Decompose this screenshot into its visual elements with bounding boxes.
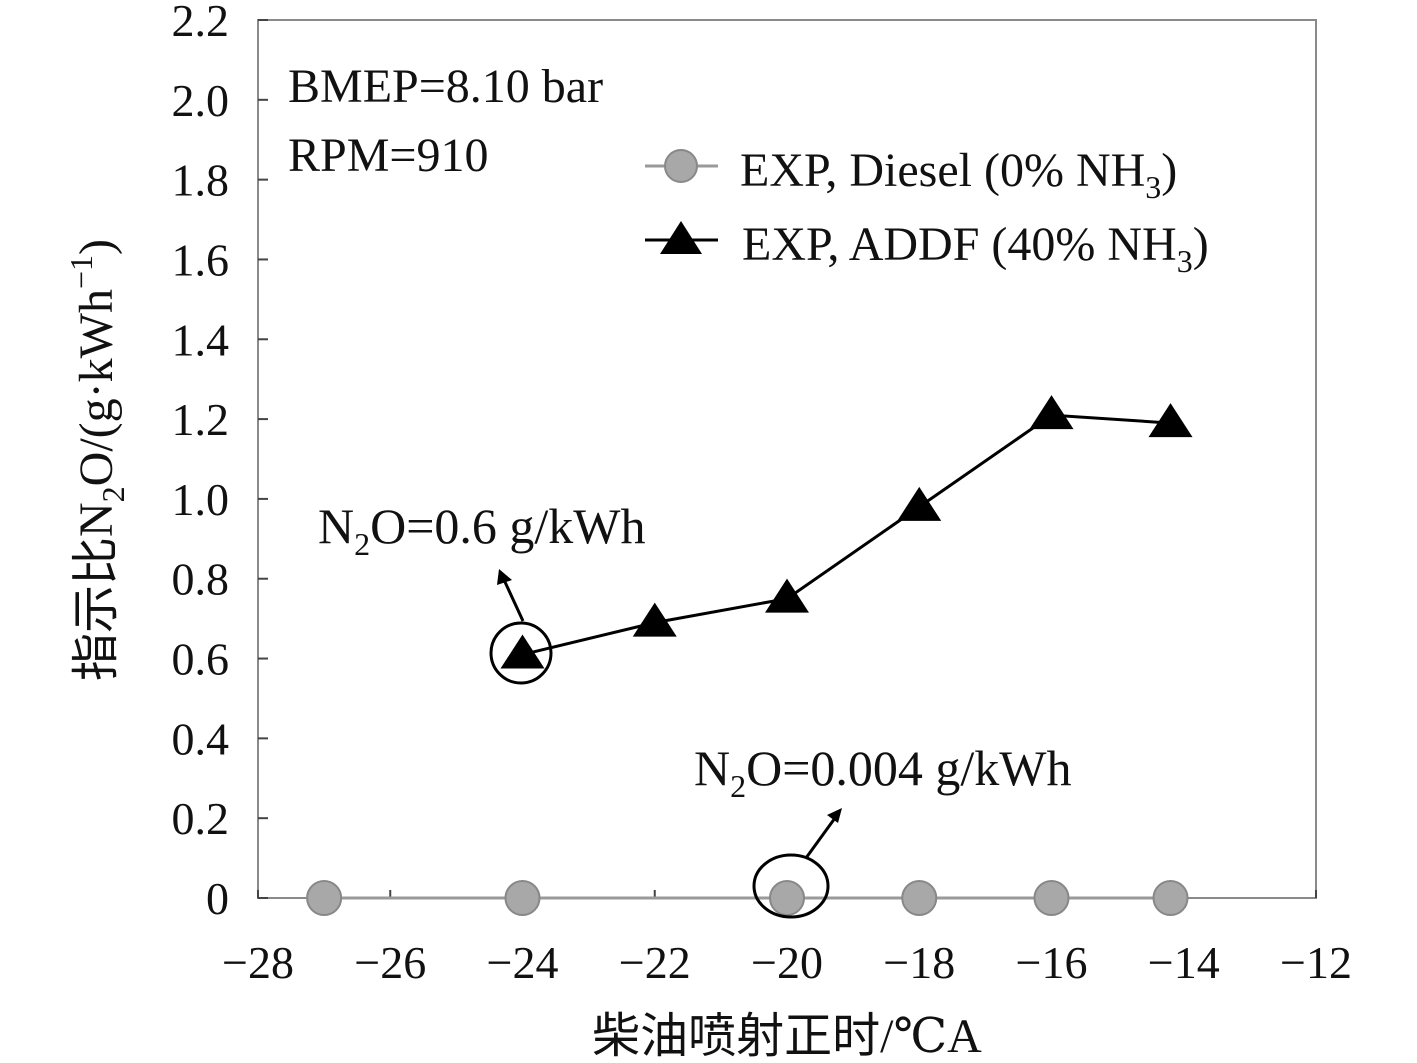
x-tick-label: −12 bbox=[1280, 937, 1352, 988]
x-tick-label: −22 bbox=[619, 937, 691, 988]
legend-addf-label: EXP, ADDF (40% NH3) bbox=[742, 218, 1209, 279]
annotation-diesel-label: N2O=0.004 g/kWh bbox=[694, 740, 1072, 804]
legend: EXP, Diesel (0% NH3) EXP, ADDF (40% NH3) bbox=[645, 144, 1209, 279]
x-tick-label: −14 bbox=[1148, 937, 1220, 988]
y-axis-title: 指示比N2O/(g·kWh−1) bbox=[63, 239, 131, 681]
x-axis-title: 柴油喷射正时/℃A bbox=[592, 1010, 982, 1063]
series-diesel-point bbox=[1152, 880, 1189, 916]
annotation-addf-circle bbox=[489, 621, 553, 685]
y-tick-label: 2.2 bbox=[172, 0, 230, 46]
series-diesel-point bbox=[504, 880, 541, 916]
annotation-addf-label: N2O=0.6 g/kWh bbox=[318, 498, 646, 562]
annotation-diesel-arrow bbox=[804, 817, 837, 859]
y-tick-label: 0.8 bbox=[172, 554, 230, 605]
series-layer bbox=[306, 395, 1193, 916]
annotation-diesel-circle bbox=[752, 853, 830, 919]
x-tick-label: −24 bbox=[487, 937, 559, 988]
annotation-addf-arrow bbox=[503, 581, 525, 622]
series-addf-point bbox=[1148, 403, 1193, 438]
x-tick-label: −20 bbox=[751, 937, 823, 988]
y-tick-label: 0 bbox=[206, 873, 229, 924]
x-axis: −28 −26 −24 −22 −20 −18 −16 −14 −12 bbox=[222, 890, 1352, 988]
series-addf-point bbox=[897, 486, 942, 521]
y-axis: 0 0.2 0.4 0.6 0.8 1.0 1.2 1.4 1.6 1.8 2.0 2.2 bbox=[172, 0, 268, 924]
y-tick-label: 1.2 bbox=[172, 394, 230, 445]
legend-addf-marker bbox=[660, 221, 702, 254]
y-tick-label: 2.0 bbox=[172, 75, 230, 126]
annotation-diesel-arrowhead bbox=[827, 808, 842, 823]
x-tick-label: −16 bbox=[1016, 937, 1088, 988]
annotation-addf-arrowhead bbox=[497, 569, 512, 585]
series-addf-point bbox=[1029, 395, 1074, 430]
y-tick-label: 0.6 bbox=[172, 634, 230, 685]
series-diesel-point bbox=[306, 880, 343, 916]
x-tick-label: −18 bbox=[883, 937, 955, 988]
x-tick-label: −28 bbox=[222, 937, 294, 988]
legend-diesel-marker bbox=[664, 149, 698, 183]
y-tick-label: 1.6 bbox=[172, 234, 230, 285]
y-tick-label: 0.4 bbox=[172, 713, 230, 764]
series-diesel-point bbox=[901, 880, 938, 916]
plot-area bbox=[257, 19, 1317, 899]
series-addf-point bbox=[500, 634, 545, 669]
legend-diesel-label: EXP, Diesel (0% NH3) bbox=[740, 144, 1177, 205]
y-tick-label: 1.0 bbox=[172, 474, 230, 525]
series-addf-line bbox=[522, 413, 1171, 657]
y-tick-label: 0.2 bbox=[172, 793, 230, 844]
condition-rpm: RPM=910 bbox=[288, 129, 488, 182]
condition-bmep: BMEP=8.10 bar bbox=[288, 60, 603, 113]
y-tick-label: 1.8 bbox=[172, 155, 230, 206]
series-addf-point bbox=[765, 578, 809, 613]
y-tick-label: 1.4 bbox=[172, 314, 230, 365]
x-tick-label: −26 bbox=[354, 937, 426, 988]
series-addf-point bbox=[632, 602, 677, 637]
series-diesel-point bbox=[1033, 880, 1070, 916]
series-diesel-point bbox=[769, 880, 805, 916]
